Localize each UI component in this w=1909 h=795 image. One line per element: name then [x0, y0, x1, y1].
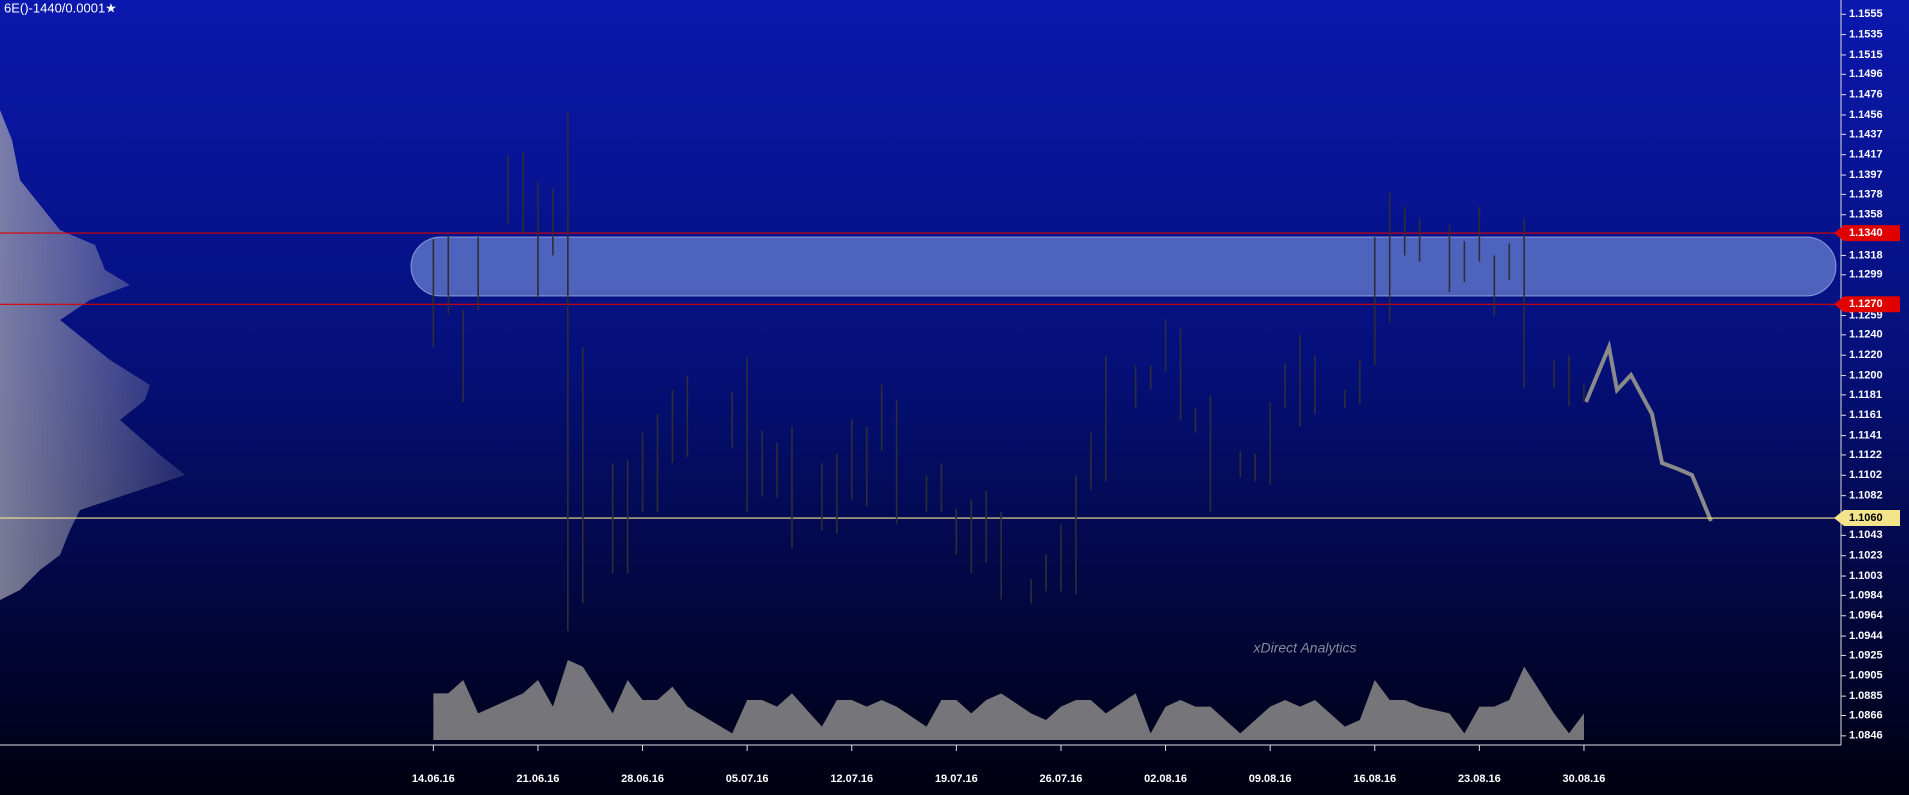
- y-tick-label: 1.0984: [1849, 589, 1884, 601]
- value-zone: [410, 236, 1837, 297]
- y-tick-label: 1.0905: [1849, 670, 1883, 682]
- price-label: 1.1340: [1849, 227, 1883, 239]
- price-label-box: [1834, 225, 1900, 242]
- y-tick-label: 1.1318: [1849, 249, 1883, 261]
- y-tick-label: 1.0846: [1849, 730, 1883, 742]
- price-label: 1.1060: [1849, 512, 1883, 524]
- y-tick-label: 1.1220: [1849, 349, 1883, 361]
- y-tick-label: 1.1456: [1849, 109, 1883, 121]
- chart-title: 6E()-1440/0.0001★: [4, 0, 117, 15]
- price-label-box: [1834, 510, 1900, 527]
- y-tick-label: 1.1200: [1849, 369, 1883, 381]
- y-tick-label: 1.1437: [1849, 128, 1883, 140]
- projection-line: [1584, 340, 1713, 522]
- x-tick-label: 02.08.16: [1144, 773, 1187, 785]
- x-tick-label: 19.07.16: [935, 773, 978, 785]
- y-tick-label: 1.1535: [1849, 29, 1883, 41]
- x-tick-label: 14.06.16: [412, 773, 455, 785]
- y-tick-label: 1.1299: [1849, 269, 1883, 281]
- y-tick-label: 1.1181: [1849, 389, 1882, 401]
- y-tick-label: 1.1102: [1849, 469, 1882, 481]
- y-tick-label: 1.1259: [1849, 309, 1883, 321]
- x-tick-label: 26.07.16: [1040, 773, 1083, 785]
- watermark: xDirect Analytics: [1253, 640, 1357, 656]
- price-label: 1.1270: [1849, 298, 1883, 310]
- y-tick-label: 1.1378: [1849, 188, 1883, 200]
- y-tick-label: 1.1496: [1849, 68, 1883, 80]
- y-tick-label: 1.0925: [1849, 649, 1883, 661]
- y-tick-label: 1.1161: [1849, 409, 1882, 421]
- y-tick-label: 1.1555: [1849, 8, 1883, 20]
- x-tick-label: 05.07.16: [726, 773, 769, 785]
- y-tick-label: 1.1003: [1849, 570, 1883, 582]
- y-tick-label: 1.0964: [1849, 610, 1884, 622]
- x-tick-label: 23.08.16: [1458, 773, 1501, 785]
- y-tick-label: 1.1023: [1849, 550, 1883, 562]
- y-tick-label: 1.1476: [1849, 89, 1883, 101]
- x-tick-label: 09.08.16: [1249, 773, 1292, 785]
- price-label-box: [1834, 296, 1900, 313]
- y-tick-label: 1.1240: [1849, 329, 1883, 341]
- y-tick-label: 1.1122: [1849, 449, 1882, 461]
- x-tick-label: 21.06.16: [517, 773, 560, 785]
- y-tick-label: 1.1417: [1849, 149, 1883, 161]
- y-tick-label: 1.1141: [1849, 430, 1882, 442]
- x-tick-label: 28.06.16: [621, 773, 664, 785]
- y-tick-label: 1.1358: [1849, 209, 1883, 221]
- y-tick-label: 1.1082: [1849, 490, 1883, 502]
- y-tick-label: 1.0944: [1849, 630, 1884, 642]
- y-tick-label: 1.1043: [1849, 529, 1883, 541]
- y-tick-label: 1.0866: [1849, 709, 1883, 721]
- y-tick-label: 1.1397: [1849, 169, 1883, 181]
- x-tick-label: 12.07.16: [830, 773, 873, 785]
- volume-area: [433, 660, 1584, 740]
- x-tick-label: 30.08.16: [1563, 773, 1606, 785]
- y-tick-label: 1.1515: [1849, 49, 1883, 61]
- x-tick-label: 16.08.16: [1353, 773, 1396, 785]
- y-tick-label: 1.0885: [1849, 690, 1883, 702]
